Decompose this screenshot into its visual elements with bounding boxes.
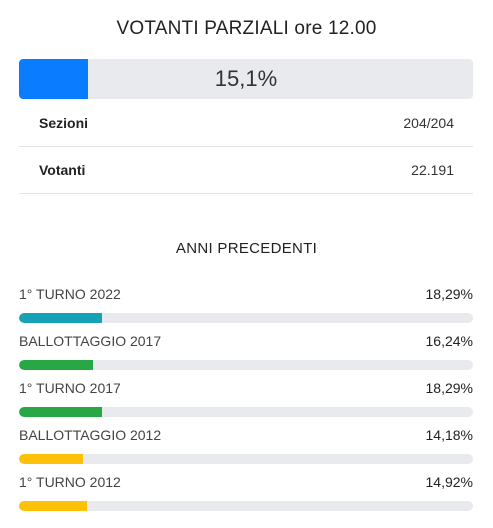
election-name: 1° TURNO 2012 [19,474,121,490]
list-item: 1° TURNO 2022 18,29% [19,286,473,333]
page-title: VOTANTI PARZIALI ore 12.00 [116,18,377,39]
list-item: 1° TURNO 2012 14,92% [19,474,473,521]
election-progress-bar [19,313,473,323]
election-progress-bar [19,407,473,417]
list-item: BALLOTTAGGIO 2017 16,24% [19,333,473,380]
list-item: 1° TURNO 2017 18,29% [19,380,473,427]
stat-row-votanti: Votanti 22.191 [19,147,473,194]
election-progress-fill [19,501,87,511]
election-progress-fill [19,407,103,417]
turnout-progress-fill [19,59,88,99]
turnout-progress-bar: 15,1% [19,59,473,99]
stat-value: 22.191 [411,162,454,178]
election-percentage: 14,18% [425,427,473,443]
election-progress-bar [19,501,473,511]
election-progress-fill [19,454,84,464]
election-name: BALLOTTAGGIO 2017 [19,333,162,349]
list-item: BALLOTTAGGIO 2012 14,18% [19,427,473,474]
election-progress-bar [19,454,473,464]
election-percentage: 18,29% [425,380,473,396]
stat-row-sezioni: Sezioni 204/204 [19,100,473,147]
election-percentage: 14,92% [425,474,473,490]
stat-label: Votanti [39,162,86,178]
election-progress-fill [19,360,93,370]
election-percentage: 16,24% [425,333,473,349]
election-percentage: 18,29% [425,286,473,302]
election-name: 1° TURNO 2022 [19,286,121,302]
election-progress-bar [19,360,473,370]
previous-years-list: 1° TURNO 2022 18,29% BALLOTTAGGIO 2017 1… [19,286,473,521]
election-progress-fill [19,313,103,323]
election-name: 1° TURNO 2017 [19,380,121,396]
stat-value: 204/204 [403,115,454,131]
election-name: BALLOTTAGGIO 2012 [19,427,162,443]
turnout-percentage: 15,1% [214,66,278,91]
section-title-previous-years: ANNI PRECEDENTI [175,240,318,257]
stat-label: Sezioni [39,115,89,131]
